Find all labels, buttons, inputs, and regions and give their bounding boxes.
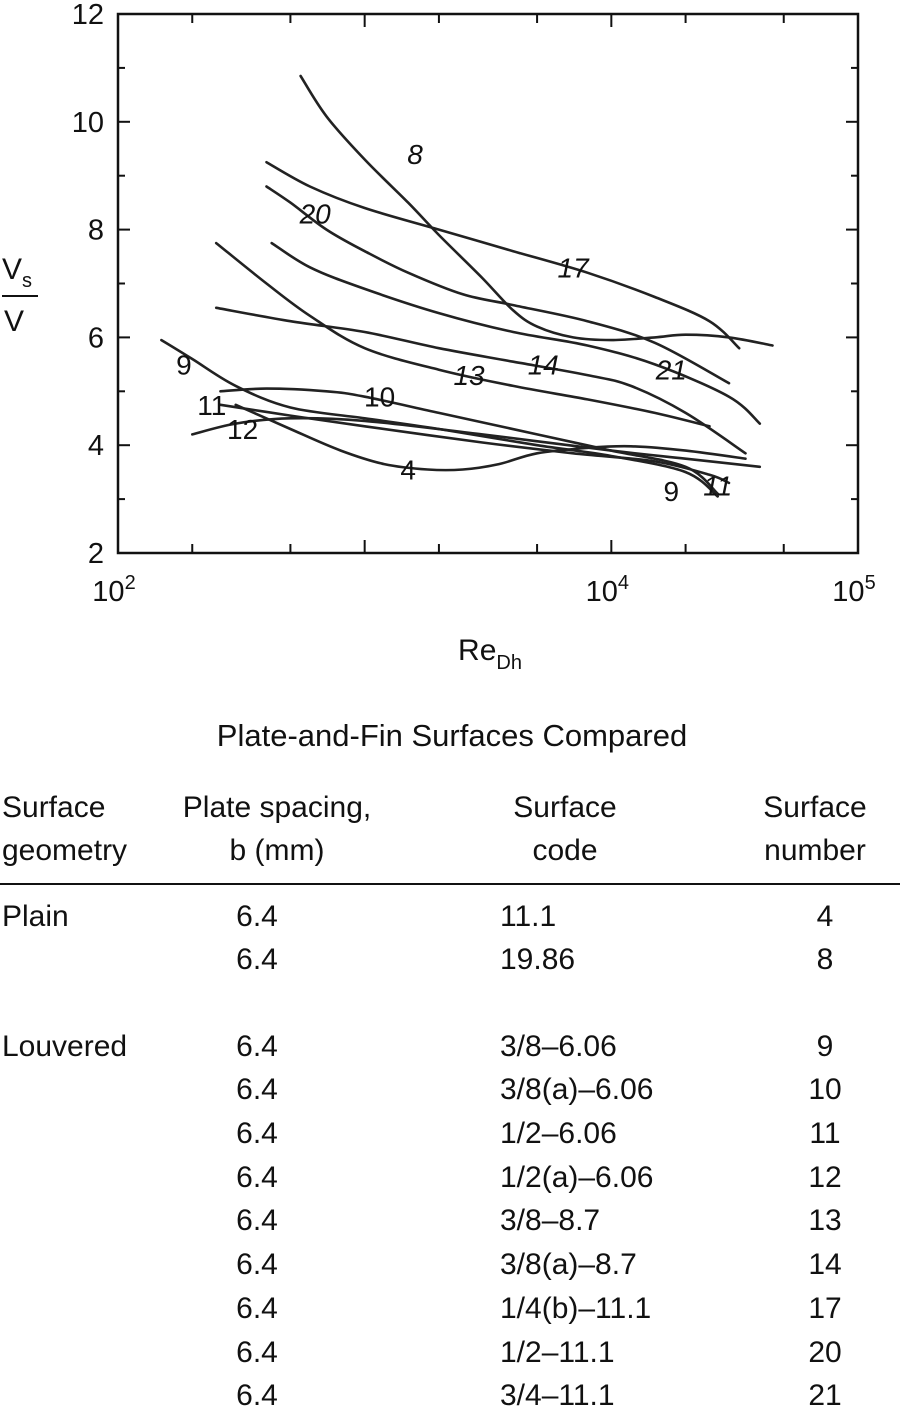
- header-spacing-line1: Plate spacing,: [182, 791, 372, 824]
- cell-spacing: 6.4: [236, 900, 278, 933]
- header-spacing-line2: b (mm): [229, 834, 325, 867]
- table-row: 6.4 3/4–11.1 21: [0, 1374, 904, 1417]
- cell-spacing: 6.4: [236, 1379, 278, 1412]
- curve-label-11: 11: [703, 471, 732, 502]
- curve-surface-20: [265, 185, 731, 385]
- curve-label-10: 10: [364, 382, 395, 413]
- cell-code: 1/2(a)–6.06: [500, 1161, 654, 1194]
- table-row: Louvered 6.4 3/8–6.06 9: [0, 1025, 904, 1068]
- y-axis-title-denominator: V: [4, 305, 24, 338]
- cell-code: 1/4(b)–11.1: [500, 1292, 652, 1325]
- curve-surface-12: [191, 416, 762, 469]
- table-row: 6.4 1/2–11.1 20: [0, 1331, 904, 1374]
- header-number-line1: Surface: [763, 791, 867, 824]
- cell-code: 3/4–11.1: [500, 1379, 615, 1412]
- table-row: 6.4 19.86 8: [0, 938, 904, 981]
- table-row: 6.4 1/2–6.06 11: [0, 1112, 904, 1155]
- cell-spacing: 6.4: [236, 1336, 278, 1369]
- cell-geometry: Plain: [2, 900, 69, 933]
- header-surface-number: Surface number: [740, 786, 890, 872]
- curve-surface-13: [214, 241, 711, 428]
- cell-spacing: 6.4: [236, 1248, 278, 1281]
- cell-code: 1/2–6.06: [500, 1117, 617, 1150]
- cell-number: 13: [808, 1204, 842, 1237]
- curve-surface-10: [219, 387, 719, 495]
- table-row: Plain 6.4 11.1 4: [0, 895, 904, 938]
- cell-number: 11: [809, 1117, 841, 1150]
- curve-label-left-11: 11: [197, 390, 226, 421]
- cell-code: 11.1: [500, 900, 557, 933]
- cell-geometry: Louvered: [2, 1030, 128, 1063]
- curve-label-20: 20: [299, 198, 332, 229]
- header-plate-spacing: Plate spacing, b (mm): [162, 786, 392, 872]
- curve-label-9: 9: [663, 476, 679, 507]
- curve-label-21: 21: [655, 355, 687, 386]
- table-row: 6.4 1/2(a)–6.06 12: [0, 1156, 904, 1199]
- curve-label-13: 13: [453, 360, 485, 391]
- curve-label-17: 17: [558, 252, 591, 283]
- cell-spacing: 6.4: [236, 1204, 278, 1237]
- y-tick-label: 12: [72, 0, 104, 31]
- cell-code: 1/2–11.1: [500, 1336, 615, 1369]
- header-surface-geometry: Surface geometry: [2, 786, 162, 872]
- cell-code: 19.86: [500, 943, 576, 976]
- y-tick-label: 2: [88, 538, 104, 570]
- curve-surface-11: [219, 403, 731, 485]
- table-row: 6.4 3/8(a)–8.7 14: [0, 1243, 904, 1286]
- cell-number: 10: [808, 1073, 842, 1106]
- cell-number: 12: [808, 1161, 842, 1194]
- table-row: 6.4 1/4(b)–11.1 17: [0, 1287, 904, 1330]
- curve-surface-21: [270, 241, 762, 425]
- cell-number: 20: [808, 1336, 842, 1369]
- x-tick-label: 105: [832, 572, 875, 608]
- cell-number: 17: [808, 1292, 842, 1325]
- cell-code: 3/8–8.7: [500, 1204, 601, 1237]
- header-rule: [0, 883, 900, 885]
- table-title: Plate-and-Fin Surfaces Compared: [216, 718, 688, 753]
- x-axis-title: ReDh: [458, 634, 522, 674]
- performance-chart: 2 4 6 8 10 12 102 104 105 ReDh Vs V 8 17 20 21 14 13 9 10 1…: [2, 0, 876, 674]
- cell-number: 8: [816, 943, 834, 976]
- y-tick-label: 8: [88, 215, 104, 247]
- header-geometry-line2: geometry: [2, 834, 128, 867]
- x-tick-label: 104: [586, 572, 629, 608]
- curve-surface-17: [265, 160, 741, 350]
- cell-spacing: 6.4: [236, 1117, 278, 1150]
- table-row: 6.4 3/8(a)–6.06 10: [0, 1068, 904, 1111]
- cell-spacing: 6.4: [236, 1161, 278, 1194]
- cell-code: 3/8–6.06: [500, 1030, 617, 1063]
- cell-code: 3/8(a)–8.7: [500, 1248, 637, 1281]
- curve-label-14: 14: [528, 349, 559, 380]
- curve-surface-4: [234, 403, 747, 472]
- header-surface-code: Surface code: [470, 786, 660, 872]
- cell-spacing: 6.4: [236, 1292, 278, 1325]
- cell-number: 4: [816, 900, 834, 933]
- curve-surface-14: [214, 306, 747, 455]
- curve-surface-8: [299, 74, 774, 347]
- header-number-line2: number: [764, 834, 866, 867]
- cell-number: 9: [816, 1030, 834, 1063]
- y-axis-title-numerator: Vs: [2, 253, 32, 292]
- cell-code: 3/8(a)–6.06: [500, 1073, 654, 1106]
- table-row: 6.4 3/8–8.7 13: [0, 1199, 904, 1242]
- curve-label-8: 8: [407, 139, 423, 170]
- cell-spacing: 6.4: [236, 1030, 278, 1063]
- cell-spacing: 6.4: [236, 1073, 278, 1106]
- y-tick-label: 6: [88, 322, 104, 354]
- cell-spacing: 6.4: [236, 943, 278, 976]
- curve-label-12: 12: [227, 414, 258, 445]
- cell-number: 14: [808, 1248, 842, 1281]
- header-geometry-line1: Surface: [2, 791, 106, 824]
- y-tick-label: 4: [88, 430, 104, 462]
- x-tick-label: 102: [92, 572, 135, 608]
- chart-curves: [160, 74, 774, 498]
- header-code-line1: Surface: [513, 791, 617, 824]
- curve-label-left-9: 9: [176, 349, 192, 380]
- cell-number: 21: [808, 1379, 842, 1412]
- curve-label-4: 4: [400, 454, 416, 485]
- header-code-line2: code: [532, 834, 598, 867]
- y-tick-label: 10: [72, 107, 104, 139]
